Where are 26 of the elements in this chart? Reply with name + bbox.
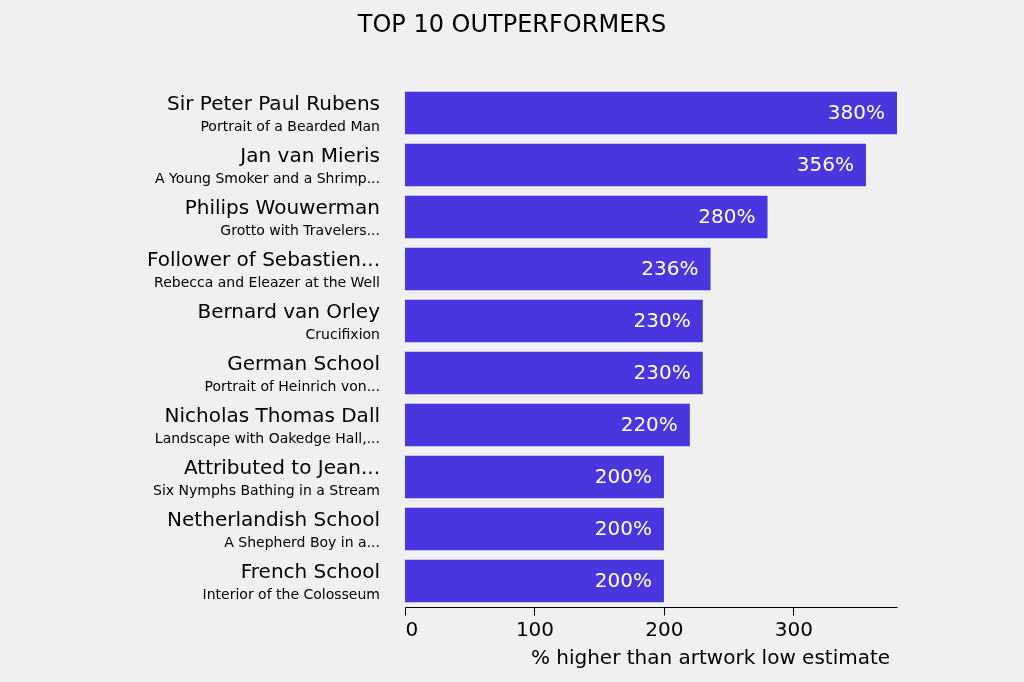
category-label: German School Portrait of Heinrich von... (204, 351, 380, 394)
category-label: Jan van Mieris A Young Smoker and a Shrimp... (155, 143, 380, 186)
data-label: 230% (633, 308, 691, 332)
chart-title: TOP 10 OUTPERFORMERS (356, 10, 667, 38)
category-label: Netherlandish School A Shepherd Boy in a... (167, 507, 380, 550)
category-label: Philips Wouwerman Grotto with Travelers... (184, 195, 380, 238)
category-label: Nicholas Thomas Dall Landscape with Oakedge Hall,... (154, 403, 380, 446)
data-label: 230% (633, 360, 691, 384)
data-label: 220% (620, 412, 678, 436)
x-tick-label: 200 (645, 616, 684, 641)
data-label: 236% (641, 256, 699, 280)
x-tick-label: 300 (774, 616, 814, 641)
data-label: 356% (796, 152, 854, 176)
x-tick-label: 100 (515, 616, 555, 641)
category-label: Attributed to Jean... Six Nymphs Bathing in a Stream (153, 455, 380, 498)
data-label: 380% (827, 100, 885, 124)
category-label: Follower of Sebastien... Rebecca and Eleazer at the Well (146, 247, 380, 290)
category-label: Bernard van Orley Crucifixion (197, 299, 380, 342)
x-tick-label: 0 (405, 616, 419, 641)
data-label: 200% (594, 464, 652, 488)
data-label: 200% (594, 516, 652, 540)
data-label: 200% (594, 568, 652, 592)
category-label: French School Interior of the Colosseum (202, 559, 380, 602)
data-label: 280% (698, 204, 756, 228)
category-label: Sir Peter Paul Rubens Portrait of a Bearded Man (167, 91, 380, 134)
x-axis-title: % higher than artwork low estimate (530, 644, 891, 669)
